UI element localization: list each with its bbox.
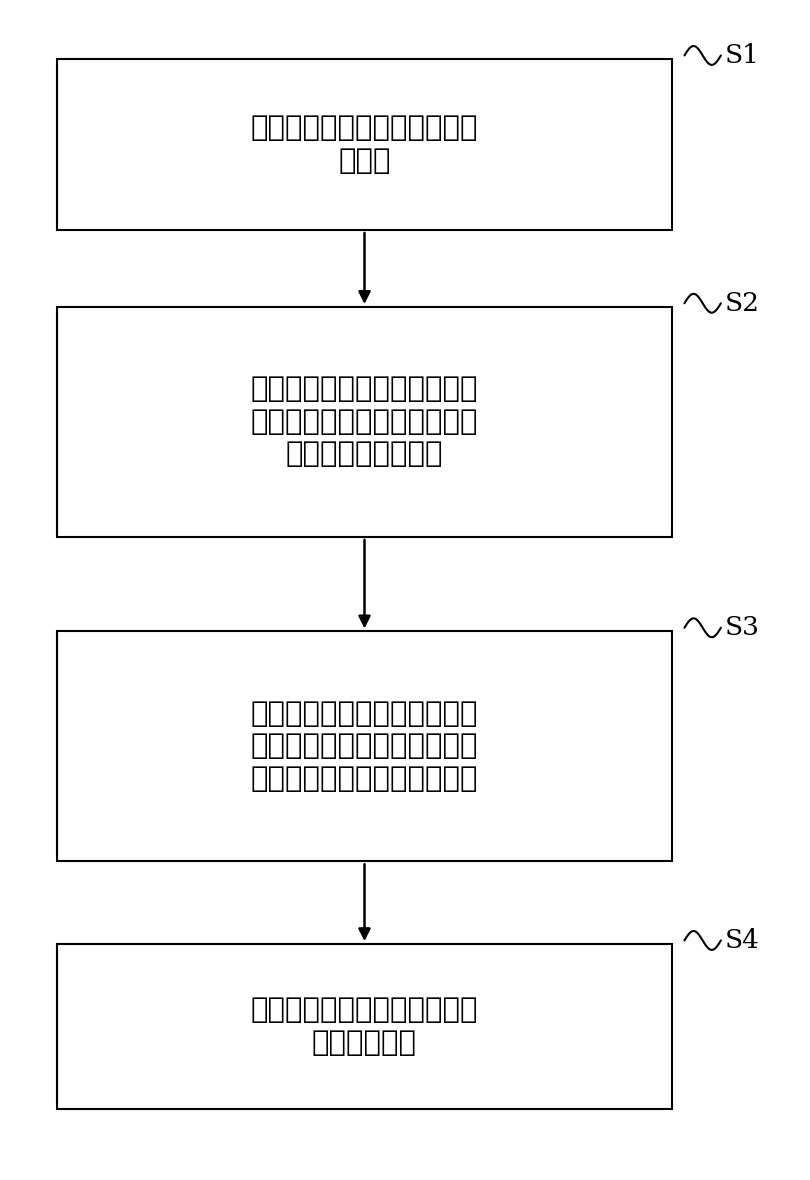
Text: S4: S4 (725, 927, 760, 953)
Text: 刻的有效风速预测值: 刻的有效风速预测值 (286, 440, 443, 468)
Text: S1: S1 (725, 42, 760, 68)
Text: 获取当前通过风力发电机的有: 获取当前通过风力发电机的有 (251, 114, 478, 143)
Bar (57, 631, 672, 861)
Text: 查表算法和预设的稳态桨距角: 查表算法和预设的稳态桨距角 (251, 733, 478, 760)
Bar (57, 307, 672, 537)
Bar (57, 59, 672, 230)
Text: 利用有效风速预测值、预设的: 利用有效风速预测值、预设的 (251, 700, 478, 728)
Text: 效风速: 效风速 (339, 146, 390, 175)
Text: 利用前馈桨距角，调节风力发: 利用前馈桨距角，调节风力发 (251, 996, 478, 1024)
Text: 对应关系表，得到前馈桨距角: 对应关系表，得到前馈桨距角 (251, 765, 478, 793)
Text: 电机的桨距角: 电机的桨距角 (312, 1029, 417, 1057)
Text: 利用有效风速和预设的有效风: 利用有效风速和预设的有效风 (251, 375, 478, 404)
Text: S2: S2 (725, 290, 760, 316)
Bar (57, 944, 672, 1109)
Text: S3: S3 (725, 615, 760, 641)
Text: 速预测模型，得到下一单位时: 速预测模型，得到下一单位时 (251, 408, 478, 435)
